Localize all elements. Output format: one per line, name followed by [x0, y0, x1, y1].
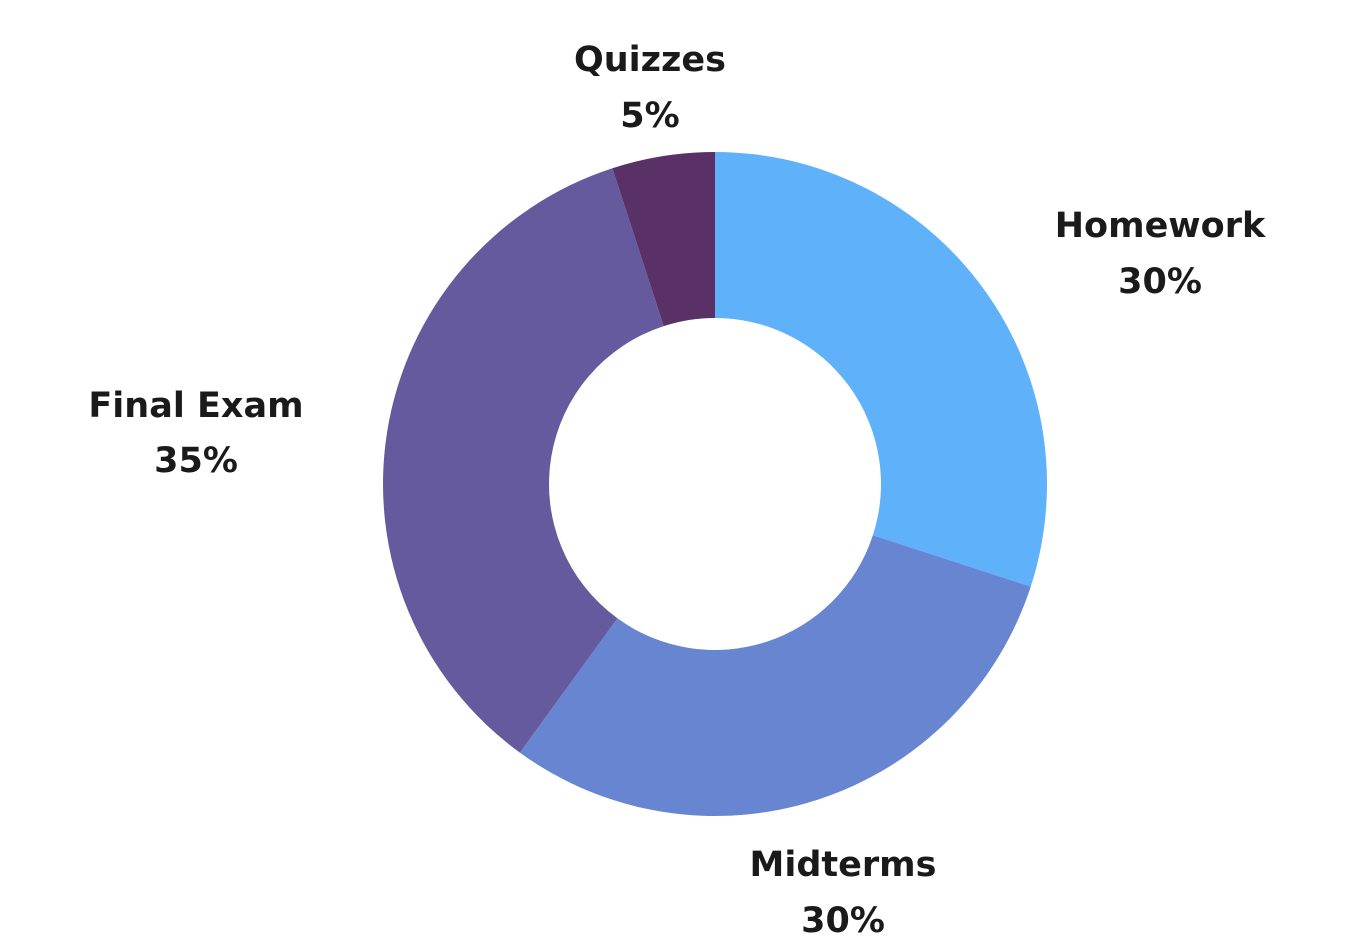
slice-label-homework: Homework	[1055, 206, 1266, 246]
slice-value-midterms: 30%	[801, 901, 885, 941]
slice-label-quizzes: Quizzes	[574, 40, 726, 80]
slice-value-homework: 30%	[1118, 262, 1202, 302]
slice-final-exam	[383, 168, 664, 753]
slice-homework	[715, 152, 1047, 587]
slice-value-quizzes: 5%	[620, 96, 679, 136]
slice-midterms	[519, 535, 1031, 816]
slice-value-final-exam: 35%	[154, 441, 238, 481]
slice-label-final-exam: Final Exam	[88, 386, 303, 426]
slice-label-midterms: Midterms	[750, 845, 937, 885]
donut-slices	[383, 152, 1047, 816]
slice-labels: Homework 30% Midterms 30% Final Exam 35% Quizz…	[88, 40, 1266, 941]
slice-quizzes	[612, 152, 715, 327]
